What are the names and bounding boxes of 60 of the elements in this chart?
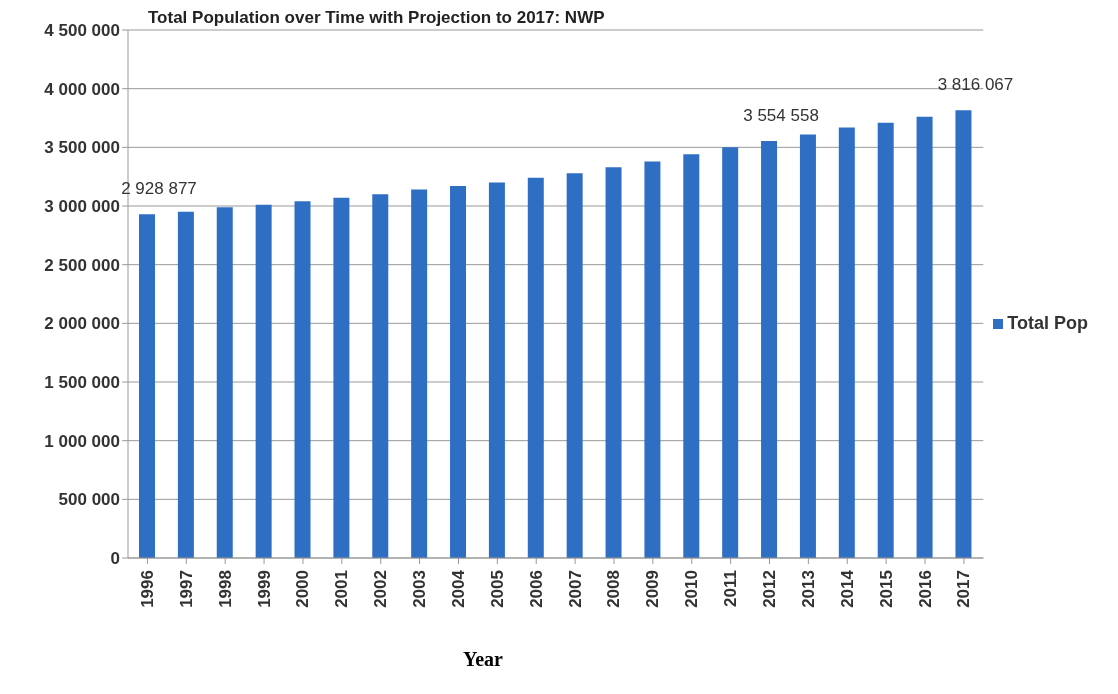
bar <box>411 189 428 558</box>
bar <box>450 186 467 558</box>
x-tick-label: 2017 <box>954 570 974 608</box>
x-tick-label: 2006 <box>526 570 546 608</box>
bar <box>644 161 661 558</box>
x-tick-label: 1996 <box>137 570 157 608</box>
y-tick-label: 1 500 000 <box>44 373 120 393</box>
x-tick-label: 2015 <box>876 570 896 608</box>
x-tick-label: 2000 <box>293 570 313 608</box>
x-tick-label: 2014 <box>837 569 857 608</box>
y-tick-label: 1 000 000 <box>44 431 120 451</box>
bar <box>605 167 622 558</box>
x-tick-label: 1998 <box>215 570 235 608</box>
bar <box>527 177 544 558</box>
x-tick-label: 2002 <box>371 570 391 608</box>
bar <box>294 201 311 558</box>
y-tick-label: 4 500 000 <box>44 21 120 41</box>
x-tick-label: 1999 <box>254 570 274 608</box>
bar <box>488 182 505 558</box>
y-tick-label: 3 500 000 <box>44 138 120 158</box>
bar <box>838 127 855 558</box>
x-tick-label: 2001 <box>332 570 352 608</box>
y-tick-label: 3 000 000 <box>44 197 120 217</box>
x-tick-label: 1997 <box>176 570 196 608</box>
bar <box>372 194 389 558</box>
legend-label: Total Pop <box>1007 312 1088 333</box>
bar <box>955 110 972 558</box>
bar <box>799 134 816 558</box>
bar <box>916 116 933 558</box>
x-tick-label: 2016 <box>915 570 935 608</box>
bar <box>566 173 583 558</box>
x-axis-title: Year <box>462 648 504 671</box>
x-tick-label: 2012 <box>760 570 779 608</box>
bar <box>877 122 894 558</box>
chart-title: Total Population over Time with Projection to 2017: NWP <box>148 8 605 28</box>
bar <box>761 140 778 558</box>
bar <box>722 147 739 558</box>
bar <box>333 197 350 558</box>
y-tick-label: 2 000 000 <box>44 314 120 334</box>
x-tick-label: 2009 <box>643 570 663 608</box>
x-tick-label: 2011 <box>721 570 741 607</box>
y-tick-label: 2 500 000 <box>44 255 120 275</box>
x-tick-label: 2010 <box>682 570 702 608</box>
bar <box>177 211 194 558</box>
bar <box>216 207 233 558</box>
y-tick-label: 0 <box>110 549 120 569</box>
data-label: 2 928 877 <box>121 179 197 199</box>
x-tick-label: 2005 <box>487 570 507 608</box>
x-tick-label: 2004 <box>448 569 468 608</box>
data-label: 3 816 067 <box>937 75 1014 95</box>
x-tick-label: 2003 <box>410 570 430 608</box>
bar <box>683 154 700 558</box>
x-tick-label: 2007 <box>565 570 585 608</box>
bar <box>255 204 272 558</box>
x-tick-label: 2013 <box>798 570 818 608</box>
data-label: 3 554 558 <box>743 105 819 125</box>
y-tick-label: 500 000 <box>58 490 120 510</box>
x-tick-label: 2008 <box>604 570 624 608</box>
bar <box>139 214 155 558</box>
y-tick-label: 4 000 000 <box>44 79 120 99</box>
